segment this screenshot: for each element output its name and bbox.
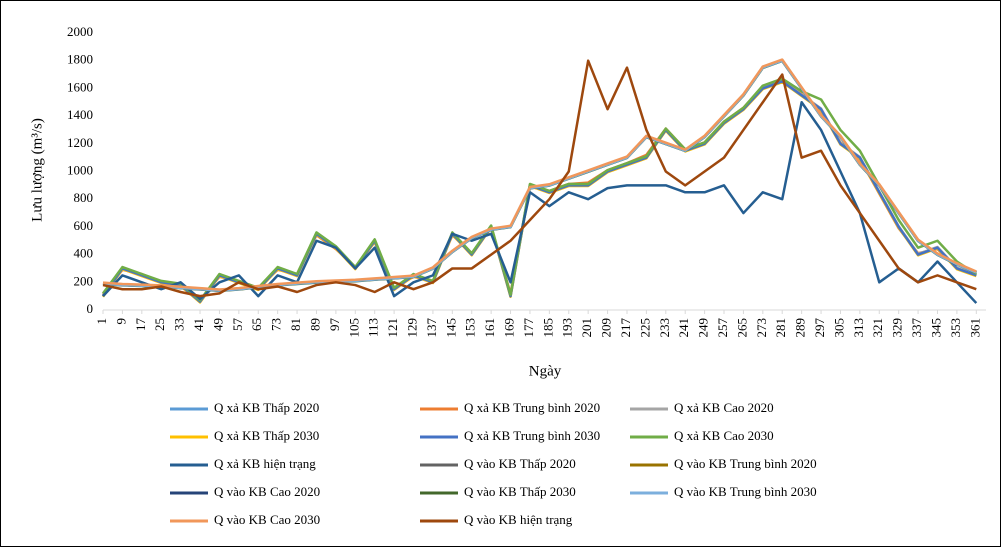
x-tick-label: 65 [249, 318, 264, 331]
x-tick-label: 321 [870, 318, 885, 338]
x-tick-label: 257 [715, 318, 730, 338]
x-tick-label: 353 [948, 318, 963, 338]
legend-label: Q vào KB Thấp 2020 [464, 456, 576, 471]
legend-label: Q vào KB Thấp 2030 [464, 484, 576, 499]
x-tick-label: 105 [346, 318, 361, 338]
x-tick-label: 129 [404, 318, 419, 338]
x-tick-label: 121 [385, 318, 400, 338]
x-tick-label: 57 [230, 318, 245, 332]
x-tick-label: 145 [443, 318, 458, 338]
y-tick-label: 400 [74, 246, 94, 261]
legend-label: Q xả KB Thấp 2030 [214, 428, 319, 443]
x-tick-label: 49 [210, 318, 225, 331]
x-tick-label: 241 [676, 318, 691, 338]
legend-label: Q xả KB Cao 2020 [674, 400, 774, 415]
x-tick-label: 33 [172, 318, 187, 331]
x-tick-label: 113 [366, 318, 381, 337]
x-tick-label: 161 [482, 318, 497, 338]
x-tick-label: 17 [133, 318, 148, 332]
y-tick-label: 1400 [67, 107, 93, 122]
legend-label: Q xả KB Trung bình 2030 [464, 428, 600, 443]
x-tick-label: 137 [424, 318, 439, 338]
x-tick-label: 217 [618, 318, 633, 338]
x-tick-label: 41 [191, 318, 206, 331]
x-tick-label: 81 [288, 318, 303, 331]
x-tick-label: 225 [637, 318, 652, 338]
x-tick-label: 273 [754, 318, 769, 338]
x-tick-label: 97 [327, 318, 342, 332]
legend-label: Q vào KB Trung bình 2020 [674, 456, 817, 471]
x-tick-label: 193 [560, 318, 575, 338]
y-tick-label: 200 [74, 273, 94, 288]
y-tick-label: 2000 [67, 24, 93, 39]
y-tick-label: 1200 [67, 135, 93, 150]
x-tick-label: 345 [928, 318, 943, 338]
x-tick-label: 305 [831, 318, 846, 338]
legend-label: Q vào KB hiện trạng [464, 512, 573, 527]
legend-label: Q vào KB Trung bình 2030 [674, 484, 817, 499]
x-tick-label: 233 [657, 318, 672, 338]
x-tick-label: 329 [890, 318, 905, 338]
x-tick-label: 289 [793, 318, 808, 338]
x-axis-label: Ngày [529, 363, 562, 379]
x-tick-label: 361 [967, 318, 982, 338]
y-tick-label: 1000 [67, 162, 93, 177]
x-tick-label: 337 [909, 318, 924, 338]
x-tick-label: 313 [851, 318, 866, 338]
y-axis-label: Lưu lượng (m³/s) [29, 118, 45, 222]
y-tick-label: 1800 [67, 52, 93, 67]
x-tick-label: 9 [113, 318, 128, 325]
legend-label: Q xả KB hiện trạng [214, 456, 316, 471]
x-tick-label: 25 [152, 318, 167, 331]
x-tick-label: 177 [521, 318, 536, 338]
x-tick-label: 1 [94, 318, 109, 325]
x-tick-label: 201 [579, 318, 594, 338]
legend-label: Q xả KB Thấp 2020 [214, 400, 319, 415]
y-tick-label: 800 [74, 190, 94, 205]
x-tick-label: 89 [307, 318, 322, 331]
x-tick-label: 297 [812, 318, 827, 338]
legend-label: Q xả KB Cao 2030 [674, 428, 774, 443]
series-line [102, 59, 977, 298]
y-tick-label: 1600 [67, 79, 93, 94]
legend-label: Q vào KB Cao 2020 [214, 484, 320, 499]
x-tick-label: 209 [599, 318, 614, 338]
x-tick-label: 281 [773, 318, 788, 338]
x-tick-label: 153 [463, 318, 478, 338]
x-tick-label: 169 [502, 318, 517, 338]
legend-label: Q xả KB Trung bình 2020 [464, 400, 600, 415]
x-tick-label: 73 [269, 318, 284, 331]
y-tick-label: 0 [87, 301, 94, 316]
legend-label: Q vào KB Cao 2030 [214, 512, 320, 527]
y-tick-label: 600 [74, 218, 94, 233]
x-tick-label: 185 [540, 318, 555, 338]
x-tick-label: 249 [696, 318, 711, 338]
x-tick-label: 265 [734, 318, 749, 338]
